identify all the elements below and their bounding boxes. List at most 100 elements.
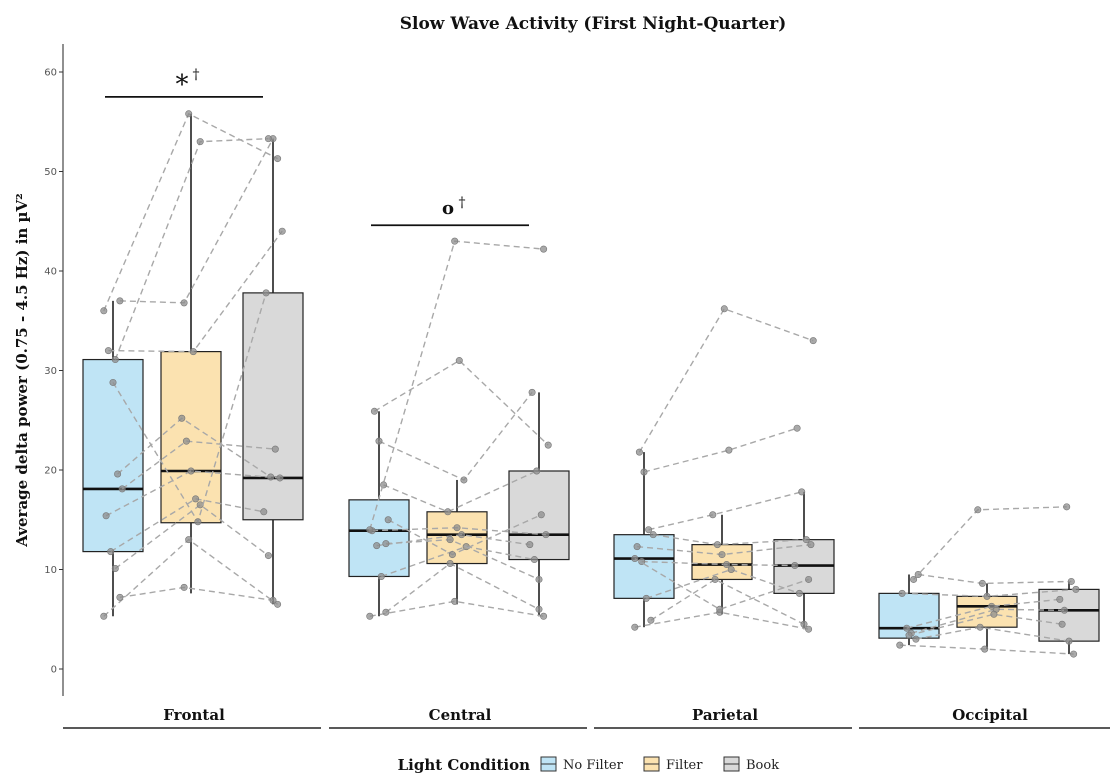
y-tick-label: 20	[44, 466, 57, 477]
box-no-filter	[348, 411, 410, 617]
subject-line	[634, 557, 809, 611]
subject-line	[110, 498, 264, 553]
subject-line	[119, 138, 274, 304]
data-point	[111, 356, 119, 364]
data-point	[382, 540, 390, 548]
data-point	[795, 589, 803, 597]
subject-line	[374, 359, 549, 446]
data-point	[1067, 577, 1075, 585]
data-point	[455, 357, 463, 365]
data-point	[366, 612, 374, 620]
legend-entry: Book	[723, 756, 779, 773]
data-point	[278, 227, 286, 235]
data-point	[1063, 503, 1071, 511]
data-point	[185, 110, 193, 118]
data-point	[189, 348, 197, 356]
data-point	[104, 347, 112, 355]
data-point	[100, 307, 108, 315]
data-point	[1058, 620, 1066, 628]
data-point	[380, 481, 388, 489]
box-body	[242, 292, 304, 521]
box-book	[242, 138, 304, 605]
data-point	[798, 488, 806, 496]
box-book	[773, 491, 835, 630]
data-point	[180, 583, 188, 591]
data-point	[262, 289, 270, 297]
y-tick-label: 40	[44, 267, 57, 278]
facet-label: Parietal	[692, 706, 758, 724]
data-point	[366, 526, 374, 534]
data-point	[793, 424, 801, 432]
data-point	[805, 625, 813, 633]
data-point	[635, 448, 643, 456]
data-point	[102, 512, 110, 520]
data-point	[116, 297, 124, 305]
legend-label: No Filter	[563, 758, 624, 773]
data-point	[800, 620, 808, 628]
data-point	[451, 237, 459, 245]
data-point	[530, 556, 538, 564]
data-point	[370, 407, 378, 415]
data-point	[809, 337, 817, 345]
facet-strips: Frontal Central Parietal Occipital	[63, 706, 1110, 729]
data-point	[981, 645, 989, 653]
subject-line	[383, 470, 537, 513]
significance-dagger: †	[459, 195, 466, 211]
subject-line	[638, 307, 814, 453]
data-point	[458, 531, 466, 539]
data-point	[905, 631, 913, 639]
facet-label: Central	[429, 706, 492, 724]
facet-frontal: * †	[82, 67, 304, 620]
data-point	[540, 612, 548, 620]
data-point	[903, 624, 911, 632]
data-point	[1060, 606, 1068, 614]
data-point	[100, 612, 108, 620]
data-point	[1056, 595, 1064, 603]
subject-line	[908, 613, 1063, 636]
box-body	[160, 350, 222, 524]
data-point	[274, 600, 282, 608]
data-point	[276, 474, 284, 482]
data-point	[802, 536, 810, 544]
data-point	[727, 565, 735, 573]
data-point	[446, 560, 454, 568]
plot-area: * † o †	[82, 67, 1100, 658]
subject-line	[918, 573, 1072, 585]
data-point	[182, 437, 190, 445]
data-point	[645, 526, 653, 534]
data-point	[116, 593, 124, 601]
legend-entries: No Filter Filter Book	[540, 756, 779, 773]
data-point	[384, 516, 392, 524]
data-point	[185, 536, 193, 544]
data-point	[912, 635, 920, 643]
subject-line	[378, 391, 533, 481]
data-point	[178, 414, 186, 422]
data-point	[709, 511, 717, 519]
data-point	[1065, 637, 1073, 645]
data-point	[544, 441, 552, 449]
subject-line	[114, 503, 269, 570]
data-point	[260, 508, 268, 516]
facet-occipital	[878, 503, 1100, 658]
significance-symbol: o	[442, 198, 454, 219]
data-point	[111, 565, 119, 573]
significance-dagger: †	[193, 67, 200, 83]
data-point	[1070, 650, 1078, 658]
y-axis: 0 10 20 30 40 50 60	[44, 44, 64, 696]
subject-line	[119, 586, 274, 602]
box-body	[613, 534, 675, 599]
subject-line	[648, 491, 802, 531]
data-point	[540, 245, 548, 253]
data-point	[910, 575, 918, 583]
data-point	[640, 468, 648, 476]
data-point	[373, 542, 381, 550]
chart-title: Slow Wave Activity (First Night-Quarter)	[400, 14, 787, 34]
box-body	[1038, 588, 1100, 642]
facet-label: Occipital	[952, 706, 1028, 724]
data-point	[109, 378, 117, 386]
subject-line	[913, 506, 1067, 580]
y-tick-label: 10	[44, 565, 57, 576]
data-point	[718, 551, 726, 559]
data-point	[526, 541, 534, 549]
data-point	[269, 596, 277, 604]
